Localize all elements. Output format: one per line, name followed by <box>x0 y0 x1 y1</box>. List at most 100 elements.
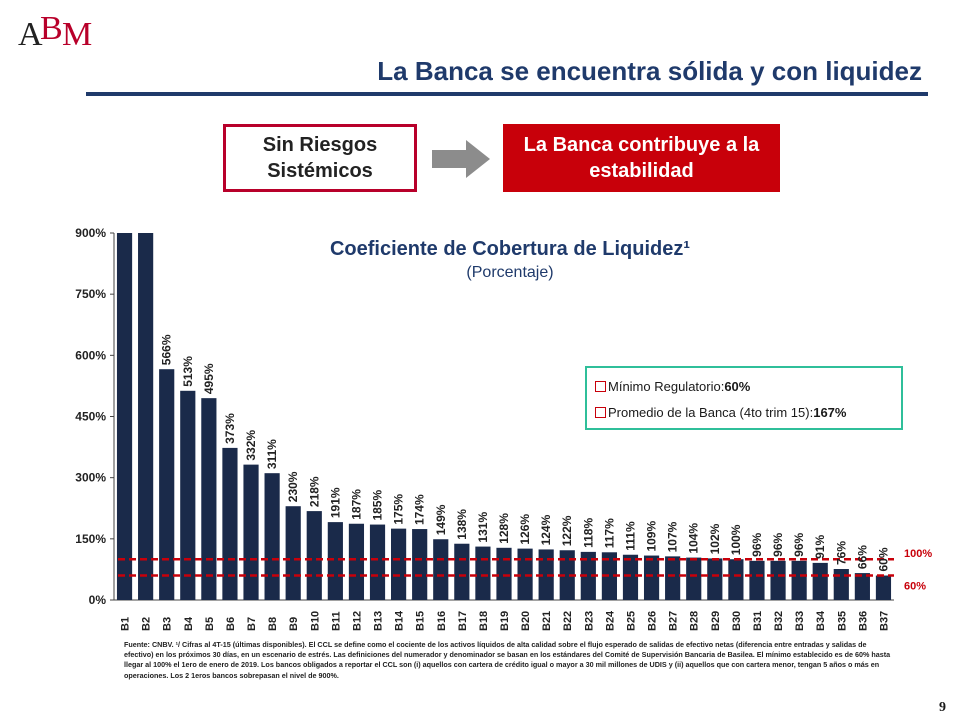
page-title: La Banca se encuentra sólida y con liqui… <box>377 56 922 86</box>
x-tick-label: B37 <box>878 611 890 631</box>
x-tick-label: B15 <box>415 611 427 631</box>
data-label: 118% <box>581 518 595 548</box>
no-systemic-risk-box: Sin Riesgos Sistémicos <box>223 124 417 192</box>
x-tick-label: B33 <box>794 611 806 631</box>
bar <box>728 559 744 600</box>
bar <box>833 569 849 600</box>
page-number: 9 <box>939 700 946 715</box>
x-tick-label: B34 <box>815 610 827 631</box>
bar <box>159 369 175 600</box>
bar <box>686 557 702 600</box>
data-label: 131% <box>476 512 490 543</box>
data-labels: 566% 513% 495% 373% 332% 311% 230% 218% 191% 187%… <box>160 334 891 571</box>
x-tick-label: B14 <box>394 610 406 631</box>
bar <box>707 558 723 600</box>
bar <box>791 560 807 600</box>
data-label: 100% <box>729 524 743 555</box>
x-tick-label: B31 <box>752 611 764 631</box>
bar <box>496 547 512 600</box>
data-label: 191% <box>328 487 342 518</box>
bar <box>875 575 892 600</box>
source-footnote: Fuente: CNBV. ¹/ Cifras al 4T-15 (última… <box>124 640 891 680</box>
x-tick-label: B11 <box>330 611 342 631</box>
legend-item-minimum: Mínimo Regulatorio: 60% <box>595 373 893 399</box>
x-tick-label: B18 <box>478 611 490 631</box>
x-tick-label: B27 <box>668 611 680 631</box>
data-label: 373% <box>223 413 237 444</box>
x-tick-label: B22 <box>562 611 574 631</box>
data-label: 513% <box>181 356 195 387</box>
data-label: 332% <box>244 430 258 461</box>
liquidity-coverage-chart: 0%150%300%450%600%750%900% 100%60% 566%5… <box>75 226 932 631</box>
x-tick-label: B3 <box>162 617 174 631</box>
data-label: 175% <box>392 494 406 525</box>
bar <box>180 390 196 600</box>
x-tick-label: B8 <box>267 617 279 631</box>
data-label: 91% <box>813 535 827 559</box>
x-tick-label: B17 <box>457 611 469 631</box>
x-tick-label: B28 <box>689 611 701 631</box>
bar <box>285 506 301 600</box>
x-tick-label: B7 <box>246 617 258 631</box>
bar <box>454 543 470 600</box>
y-tick-label: 150% <box>75 532 106 546</box>
x-axis-labels: B1 B2 B3 B4 B5 B6 B7 B8 B9 B10 B11 B12 B13 B14 B15 B16 B… <box>120 610 891 631</box>
x-tick-label: B1 <box>120 617 132 631</box>
bar <box>538 549 554 600</box>
chart-subtitle: (Porcentaje) <box>466 264 554 281</box>
data-label: 96% <box>792 533 806 557</box>
data-label: 96% <box>771 533 785 557</box>
x-tick-label: B16 <box>436 611 448 631</box>
reference-lines: 100% 60% <box>118 548 932 593</box>
x-tick-label: B12 <box>351 611 363 631</box>
data-label: 107% <box>666 521 680 552</box>
data-label: 566% <box>160 334 174 365</box>
bar <box>622 554 639 600</box>
data-label: 104% <box>687 523 701 554</box>
bar <box>475 546 491 600</box>
right-arrow-icon <box>432 140 490 178</box>
bar <box>812 562 828 600</box>
bar <box>348 523 365 600</box>
x-tick-label: B13 <box>373 611 385 631</box>
bar <box>116 233 133 600</box>
y-tick-label: 300% <box>75 471 106 485</box>
data-label: 111% <box>623 521 637 551</box>
bar <box>601 552 617 600</box>
bar <box>391 528 407 600</box>
data-label: 76% <box>834 541 848 565</box>
x-tick-label: B32 <box>773 611 785 631</box>
bar <box>559 550 575 600</box>
x-tick-label: B5 <box>204 617 216 631</box>
x-tick-label: B2 <box>141 617 153 631</box>
data-label: 128% <box>497 513 511 544</box>
checkbox-icon <box>595 406 606 418</box>
data-label: 149% <box>434 504 448 535</box>
bar <box>580 551 596 600</box>
bar <box>222 447 238 600</box>
bar <box>243 464 259 600</box>
y-tick-label: 450% <box>75 410 106 424</box>
data-label: 102% <box>708 523 722 554</box>
bar <box>854 573 870 600</box>
data-label: 218% <box>307 476 321 507</box>
x-tick-label: B21 <box>541 611 553 631</box>
bar <box>138 233 154 600</box>
data-label: 124% <box>539 514 553 545</box>
x-tick-label: B24 <box>604 610 616 631</box>
chart-title: Coeficiente de Cobertura de Liquidez¹ <box>329 238 691 260</box>
title-underline <box>86 92 928 96</box>
bar <box>770 560 786 600</box>
bar <box>369 524 386 600</box>
y-tick-label: 750% <box>75 287 106 301</box>
data-label: 126% <box>518 514 532 545</box>
data-label: 66% <box>855 545 869 569</box>
data-label: 122% <box>560 515 574 546</box>
legend-box: Mínimo Regulatorio: 60% Promedio de la B… <box>585 366 903 430</box>
checkbox-icon <box>595 380 606 392</box>
data-label: 311% <box>265 439 279 469</box>
stability-contribution-box: La Banca contribuye a la estabilidad <box>503 124 780 192</box>
data-label: 60% <box>876 547 890 571</box>
data-label: 96% <box>750 533 764 557</box>
